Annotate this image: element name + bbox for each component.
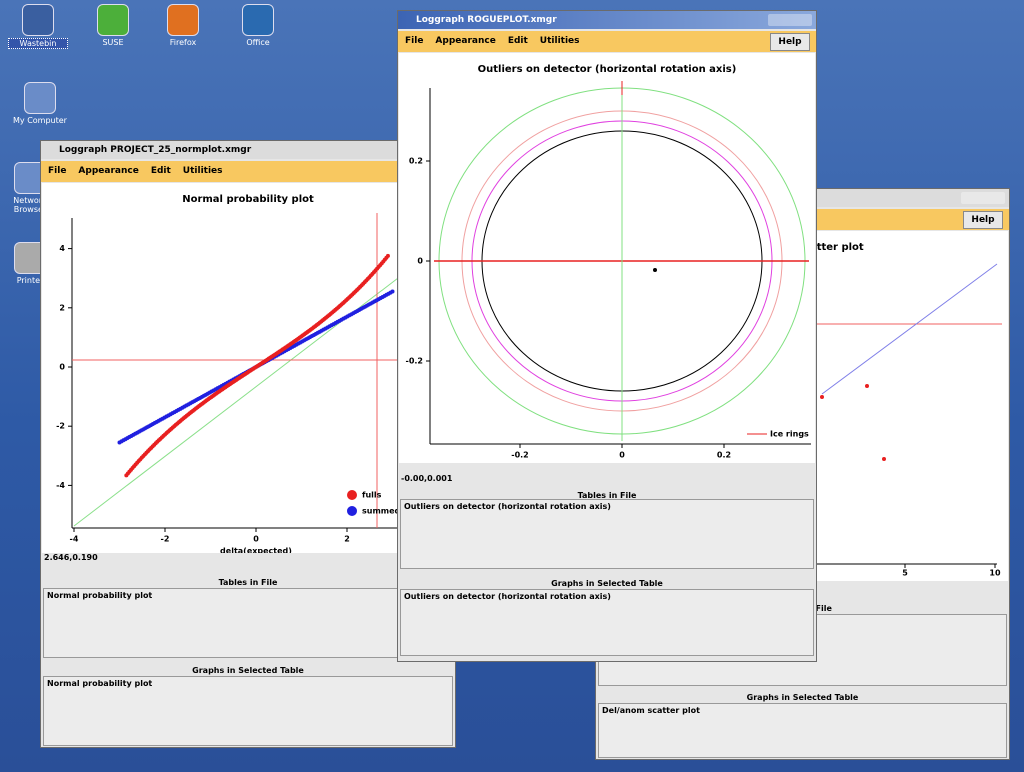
window: Loggraph ROGUEPLOT.xmgr File Appearance Edi…	[397, 10, 817, 662]
menu-item[interactable]: Utilities	[539, 36, 580, 46]
window: Loggraph PROJECT_25_normplot.xmgr File App…	[40, 140, 456, 748]
y-tick-label: 2	[59, 303, 65, 312]
y-tick-label: -0.2	[406, 357, 424, 366]
point	[882, 457, 886, 461]
menu-item[interactable]: Edit	[150, 166, 171, 176]
y-tick-label: 0	[417, 257, 423, 266]
x-tick-label: 0.2	[717, 451, 731, 460]
icon-image	[22, 4, 54, 36]
legend-marker	[347, 490, 357, 500]
graphs-list: Outliers on detector (horizontal rotatio…	[400, 589, 814, 656]
menu-item[interactable]: Utilities	[182, 166, 223, 176]
y-tick-label: 4	[59, 244, 65, 253]
plot: Outliers on detector (horizontal rotatio…	[399, 53, 815, 463]
icon-image	[97, 4, 129, 36]
menu-item[interactable]: File	[48, 166, 67, 176]
menu-bar: File Appearance Edit Utilities	[41, 161, 455, 182]
y-tick-label: 0.2	[409, 157, 423, 166]
help-button[interactable]: Help	[963, 211, 1003, 229]
x-tick-label: -2	[161, 535, 170, 544]
legend-label: Ice rings	[770, 430, 809, 439]
x-tick-label: 10	[989, 569, 1001, 578]
icon-image	[242, 4, 274, 36]
x-tick-label: 0	[619, 451, 625, 460]
plot-title: Normal probability plot	[182, 194, 314, 205]
y-tick-label: -2	[56, 422, 65, 431]
menu-item[interactable]: File	[405, 36, 424, 46]
legend-marker	[347, 506, 357, 516]
menu-item[interactable]: Appearance	[78, 166, 139, 176]
y-tick-label: -4	[56, 481, 65, 490]
x-tick-label: -4	[70, 535, 79, 544]
point	[865, 384, 869, 388]
icon-image	[167, 4, 199, 36]
menu-item[interactable]: Appearance	[435, 36, 496, 46]
list-item[interactable]: Normal probability plot	[47, 591, 153, 600]
tables-header: Tables in File	[218, 578, 278, 587]
graphs-header: Graphs in Selected Table	[551, 579, 663, 588]
status: -0.00,0.001	[401, 474, 453, 483]
point	[390, 289, 395, 294]
graphs-list: Del/anom scatter plot	[598, 703, 1007, 758]
plot: Normal probability plot 4 2 0 -2 -4 -4 -2 0 2 delt…	[42, 183, 454, 553]
x-tick-label: 0	[253, 535, 259, 544]
icon-label: Network Browser	[13, 196, 47, 214]
icon-label: Firefox	[169, 38, 197, 47]
graphs-list: Normal probability plot	[43, 676, 453, 746]
tables-list: Outliers on detector (horizontal rotatio…	[400, 499, 814, 569]
tables-header: Tables in File	[577, 491, 637, 500]
list-item[interactable]: Outliers on detector (horizontal rotatio…	[404, 502, 611, 511]
menu-item[interactable]: Edit	[507, 36, 528, 46]
plot-title: Outliers on detector (horizontal rotatio…	[478, 64, 737, 75]
help-button[interactable]: Help	[770, 33, 810, 51]
x-tick-label: 2	[344, 535, 350, 544]
point	[653, 268, 657, 272]
desktop-icon[interactable]: Firefox	[153, 2, 213, 47]
window-controls[interactable]	[961, 192, 1005, 204]
desktop-icon[interactable]: Wastebin	[8, 2, 68, 49]
list-item[interactable]: Normal probability plot	[47, 679, 153, 688]
legend-label: summed	[362, 507, 401, 516]
icon-label: My Computer	[13, 116, 67, 125]
graphs-header: Graphs in Selected Table	[746, 693, 859, 702]
x-tick-label: -0.2	[511, 451, 529, 460]
desktop-icon[interactable]: My Computer	[10, 80, 70, 125]
desktop-icon[interactable]: SUSE	[83, 2, 143, 47]
icon-label: SUSE	[102, 38, 124, 47]
title-bar: Loggraph ROGUEPLOT.xmgr	[398, 11, 816, 29]
icon-label: Wastebin	[8, 38, 68, 49]
graphs-header: Graphs in Selected Table	[192, 666, 304, 675]
tables-list: Normal probability plot	[43, 588, 453, 658]
window-controls[interactable]	[768, 14, 812, 26]
point	[385, 253, 390, 258]
menu-bar: File Appearance Edit Utilities Help	[398, 31, 816, 52]
x-tick-label: 5	[902, 569, 908, 578]
list-item[interactable]: Outliers on detector (horizontal rotatio…	[404, 592, 611, 601]
icon-label: Printer	[16, 276, 44, 285]
icon-image	[24, 82, 56, 114]
fit-line	[821, 263, 998, 395]
point	[820, 395, 824, 399]
status: 2.646,0.190	[44, 553, 98, 562]
legend-label: fulls	[362, 491, 382, 500]
y-tick-label: 0	[59, 363, 65, 372]
title-bar: Loggraph PROJECT_25_normplot.xmgr	[41, 141, 455, 159]
desktop-icon[interactable]: Office	[228, 2, 288, 47]
window-title: Loggraph PROJECT_25_normplot.xmgr	[59, 145, 252, 155]
icon-label: Office	[246, 38, 270, 47]
window-title: Loggraph ROGUEPLOT.xmgr	[416, 15, 557, 25]
x-axis-label: delta(expected)	[220, 547, 292, 554]
list-item[interactable]: Del/anom scatter plot	[602, 706, 700, 715]
